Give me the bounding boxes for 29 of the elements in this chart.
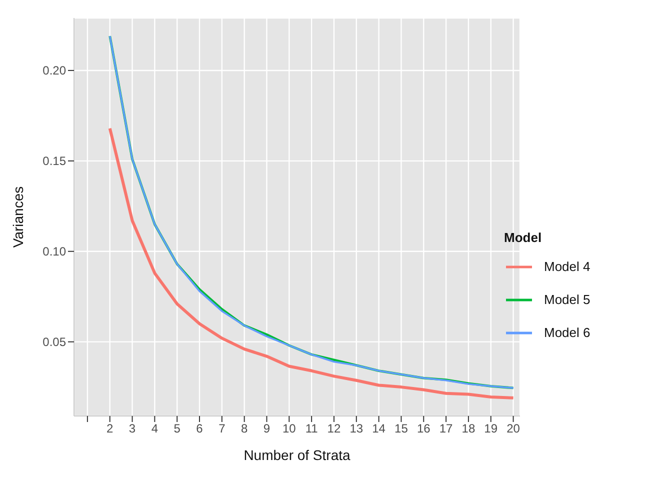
x-tick-label: 18	[462, 422, 476, 436]
x-tick-label: 7	[218, 422, 226, 436]
legend-label: Model 4	[544, 259, 590, 274]
x-tick-label: 11	[305, 422, 318, 436]
x-tick-label: 9	[263, 422, 270, 436]
y-tick-label: 0.10	[42, 244, 66, 259]
x-tick-label: 2	[106, 422, 114, 436]
x-tick-label: 19	[484, 422, 498, 436]
x-tick-label: 20	[506, 422, 520, 436]
x-axis-title: Number of Strata	[244, 447, 351, 463]
x-tick-label: 12	[327, 422, 341, 436]
legend-label: Model 6	[544, 325, 590, 340]
y-tick-label: 0.15	[42, 154, 66, 168]
x-tick-label: 13	[350, 422, 364, 436]
x-tick-label: 16	[416, 422, 431, 436]
x-tick-label: 5	[174, 422, 181, 436]
x-tick-label: 17	[439, 422, 454, 436]
x-tick-label: 8	[240, 422, 248, 436]
x-tick-label: 4	[151, 422, 158, 436]
y-axis-title: Variances	[10, 186, 26, 248]
y-tick-label: 0.20	[42, 64, 66, 78]
x-tick-label: 10	[282, 422, 296, 436]
x-tick-label: 14	[372, 422, 386, 436]
x-tick-label: 3	[128, 422, 136, 436]
legend-title: Model	[504, 230, 543, 245]
x-tick-label: 15	[394, 422, 408, 436]
y-tick-label: 0.05	[42, 335, 66, 350]
x-tick-label: 6	[196, 422, 204, 436]
legend-label: Model 5	[544, 292, 590, 307]
